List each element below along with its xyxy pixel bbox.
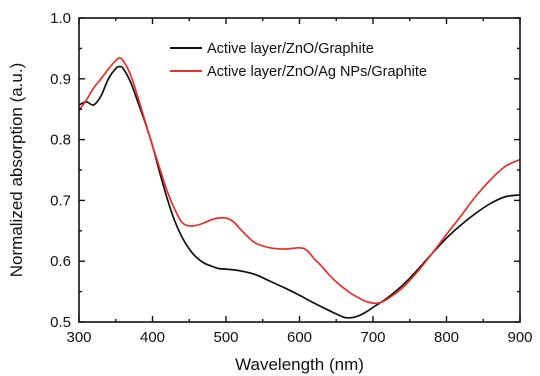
x-tick-label: 300 (66, 329, 91, 346)
series-line-2 (78, 57, 521, 305)
x-tick-labels: 300 400 500 600 700 800 900 (66, 329, 532, 346)
x-tick-label: 600 (287, 329, 312, 346)
x-tick-label: 800 (434, 329, 459, 346)
y-tick-label: 0.5 (50, 314, 71, 331)
y-tick-labels: 0.5 0.6 0.7 0.8 0.9 1.0 (50, 10, 71, 331)
legend: Active layer/ZnO/Graphite Active layer/Z… (170, 41, 427, 80)
y-tick-label: 0.6 (50, 253, 71, 270)
y-tick-label: 0.7 (50, 192, 71, 209)
series-line-1 (78, 65, 521, 319)
y-tick-label: 0.9 (50, 71, 71, 88)
x-tick-label: 700 (360, 329, 385, 346)
x-tick-label: 900 (507, 329, 532, 346)
plot-curves (78, 57, 521, 319)
y-tick-label: 0.8 (50, 132, 71, 149)
axis-ticks (78, 17, 521, 323)
y-tick-label: 1.0 (50, 10, 71, 27)
y-axis-label: Normalized absorption (a.u.) (7, 63, 26, 277)
x-tick-label: 500 (213, 329, 238, 346)
legend-label-series-2: Active layer/ZnO/Ag NPs/Graphite (207, 64, 427, 80)
x-axis-label: Wavelength (nm) (235, 355, 364, 374)
legend-label-series-1: Active layer/ZnO/Graphite (207, 41, 374, 57)
x-tick-label: 400 (140, 329, 165, 346)
